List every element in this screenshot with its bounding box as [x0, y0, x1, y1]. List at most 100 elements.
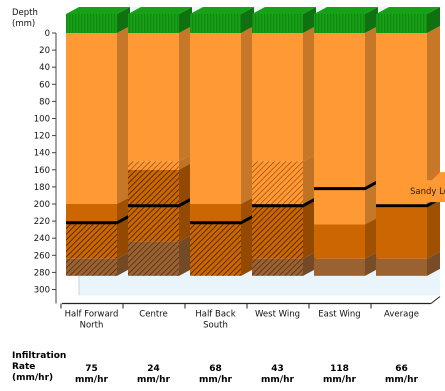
soil-column [252, 7, 317, 276]
soil-layer-front [66, 204, 117, 223]
soil-layer-side [427, 26, 440, 208]
grass-front [252, 14, 303, 33]
y-tick-label: 200 [34, 200, 50, 210]
soil-layer-front [66, 33, 117, 204]
root-depth-line [314, 180, 379, 191]
soil-column [66, 7, 131, 276]
y-tick-label: 40 [39, 63, 50, 73]
grass-front [376, 14, 427, 33]
infiltration-heading: (mm/hr) [12, 373, 53, 383]
y-tick-label: 80 [39, 97, 50, 107]
category-label: West Wing [255, 310, 300, 320]
grass-front [66, 14, 117, 33]
soil-layer-front [128, 241, 179, 276]
soil-layer-front [376, 33, 427, 208]
y-tick-label: 240 [34, 234, 50, 244]
category-label: Half Back [195, 310, 235, 320]
infiltration-unit: mm/hr [385, 375, 418, 385]
infiltration-value: 43 [271, 364, 284, 374]
soil-layer-side [365, 217, 378, 259]
y-tick-label: 100 [34, 115, 50, 125]
grass-side [117, 7, 130, 33]
soil-column [190, 7, 255, 276]
y-axis-label-line-1: Depth [12, 8, 38, 18]
y-tick-label: 60 [39, 80, 50, 90]
infiltration-unit: mm/hr [75, 375, 108, 385]
grass-top [190, 7, 254, 14]
soil-layer-front [314, 224, 365, 259]
y-tick-label: 180 [34, 183, 50, 193]
soil-layer-front [376, 258, 427, 276]
infiltration-heading: Rate [12, 362, 35, 372]
y-tick-label: 120 [34, 132, 50, 142]
soil-layer-front [314, 33, 365, 225]
y-tick-label: 160 [34, 166, 50, 176]
grass-side [179, 7, 192, 33]
grass-top [66, 7, 130, 14]
soil-layer-side [365, 26, 378, 225]
soil-layer-front [66, 222, 117, 259]
category-label: Half Forward [65, 310, 119, 320]
category-label: Average [384, 310, 419, 320]
category-label: East Wing [318, 310, 360, 320]
soil-layer-side [241, 214, 254, 276]
infiltration-value: 24 [147, 364, 160, 374]
soil-layer-front [128, 33, 179, 162]
grass-top [128, 7, 192, 14]
infiltration-value: 66 [395, 364, 408, 374]
soil-layer-side [303, 251, 316, 276]
y-axis-label-line-2: (mm) [12, 19, 35, 29]
soil-layer-side [241, 197, 254, 222]
grass-front [128, 14, 179, 33]
grass-side [241, 7, 254, 33]
soil-layer-side [117, 215, 130, 259]
infiltration-value: 118 [330, 364, 349, 374]
y-tick-label: 140 [34, 149, 50, 159]
y-tick-label: 260 [34, 251, 50, 261]
soil-column [314, 7, 379, 276]
soil-column [376, 7, 441, 276]
soil-layer-front [376, 207, 427, 259]
soil-columns [66, 7, 441, 276]
infiltration-unit: mm/hr [323, 375, 356, 385]
root-depth-line [190, 214, 255, 225]
soil-layer-front [190, 221, 241, 276]
category-label: South [203, 321, 228, 331]
y-tick-label: 300 [34, 286, 50, 296]
soil-layer-side [241, 26, 254, 204]
soil-layer-side [179, 26, 192, 162]
grass-front [190, 14, 241, 33]
soil-layer-front [190, 204, 241, 222]
soil-layer-front [252, 258, 303, 276]
grass-top [252, 7, 316, 14]
grass-top [314, 7, 378, 14]
grass-top [376, 7, 440, 14]
infiltration-value: 68 [209, 364, 222, 374]
x-axis-depth-edge [430, 296, 441, 304]
grass-front [314, 14, 365, 33]
root-depth-line [128, 197, 193, 208]
infiltration-unit: mm/hr [199, 375, 232, 385]
soil-layer-side [303, 154, 316, 204]
soil-layer-front [128, 161, 179, 170]
soil-layer-side [303, 26, 316, 162]
soil-type-annotation: Sandy Lo [398, 172, 445, 203]
soil-layer-side [117, 26, 130, 204]
soil-layer-side [427, 200, 440, 259]
soil-layer-side [117, 251, 130, 276]
root-depth-line [252, 197, 317, 208]
annotation-label: Sandy Lo [410, 187, 445, 197]
infiltration-value: 75 [85, 364, 98, 374]
soil-layer-front [252, 33, 303, 162]
y-tick-label: 0 [45, 29, 50, 39]
soil-layer-side [427, 251, 440, 276]
infiltration-unit: mm/hr [137, 375, 170, 385]
annotation-tag [398, 172, 445, 203]
root-depth-line [66, 214, 131, 225]
soil-layer-side [179, 234, 192, 276]
soil-layer-front [252, 204, 303, 259]
infiltration-heading: Infiltration [12, 351, 66, 361]
grass-side [427, 7, 440, 33]
